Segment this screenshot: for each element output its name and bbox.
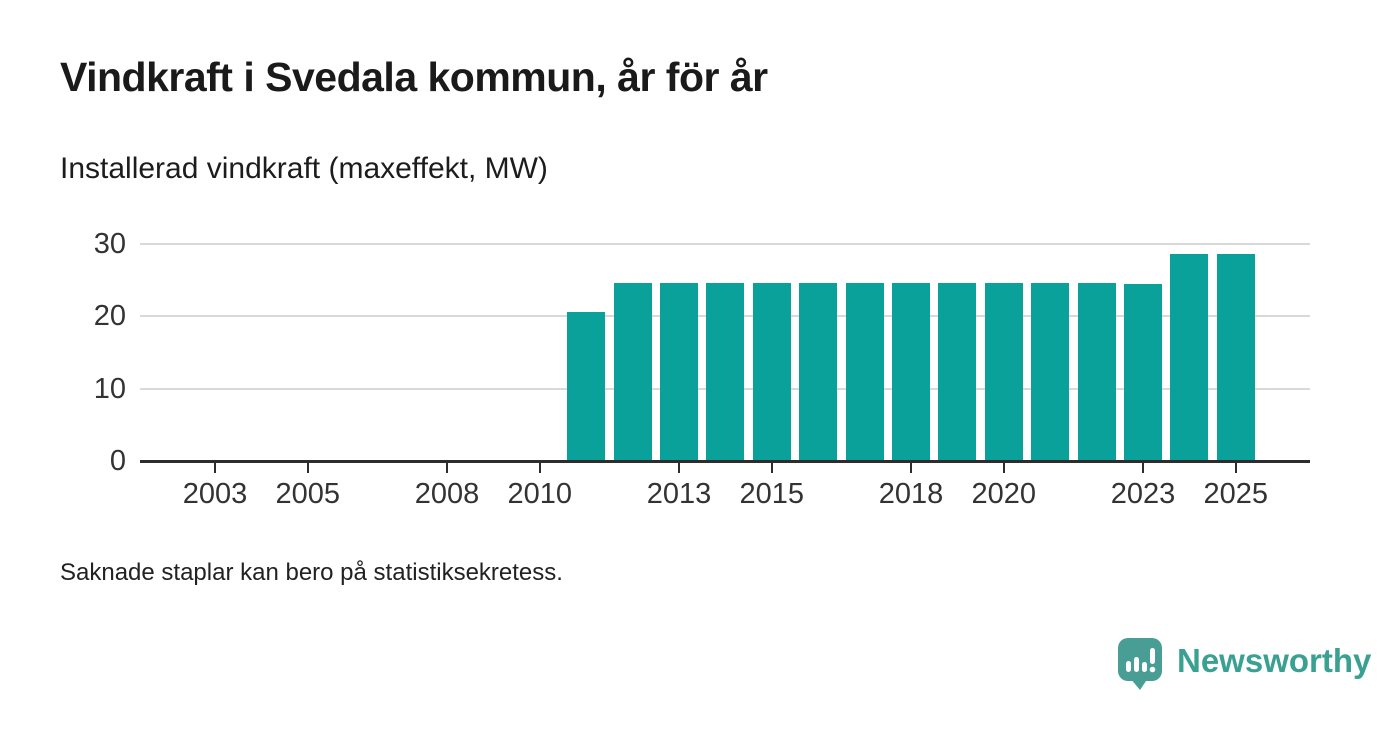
x-axis-tick-label-2008: 2008 — [414, 478, 480, 510]
bar-2016 — [799, 283, 838, 461]
bar-2018 — [892, 283, 930, 461]
bar-2025 — [1216, 254, 1255, 461]
bar-2013 — [660, 283, 698, 461]
bar-2014 — [706, 283, 745, 461]
x-axis-tick-2010 — [538, 463, 541, 473]
x-axis-tick-label-2023: 2023 — [1110, 478, 1176, 510]
newsworthy-logo: Newsworthy — [1117, 637, 1371, 690]
y-axis-label-10: 10 — [93, 372, 126, 405]
bar-2024 — [1170, 254, 1209, 461]
bar-2015 — [752, 283, 791, 461]
x-axis-tick-2023 — [1142, 463, 1144, 473]
newsworthy-logo-text: Newsworthy — [1177, 641, 1372, 679]
x-axis-tick-label-2005: 2005 — [275, 478, 341, 510]
x-axis-tick-2020 — [1002, 463, 1005, 473]
y-axis-label-0: 0 — [109, 445, 126, 477]
x-axis-tick-label-2003: 2003 — [182, 478, 248, 510]
x-axis-line — [140, 460, 1310, 463]
footnote: Saknade staplar kan bero på statistiksek… — [60, 559, 563, 586]
x-axis-tick-label-2013: 2013 — [646, 478, 712, 510]
x-axis-tick-2008 — [446, 463, 448, 473]
x-axis-tick-2018 — [910, 463, 912, 473]
x-axis-tick-label-2020: 2020 — [971, 478, 1037, 510]
x-axis-tick-2025 — [1234, 463, 1237, 473]
gridline-30 — [140, 243, 1310, 245]
bar-2012 — [613, 283, 652, 461]
bar-2023 — [1124, 283, 1162, 461]
x-axis-tick-2005 — [306, 463, 309, 473]
x-axis-tick-label-2010: 2010 — [507, 478, 573, 510]
y-axis-label-20: 20 — [93, 300, 126, 333]
chart-title: Vindkraft i Svedala kommun, år för år — [60, 54, 768, 100]
y-axis-label-30: 30 — [93, 228, 126, 260]
x-axis-tick-2015 — [770, 463, 773, 473]
x-axis-tick-label-2025: 2025 — [1203, 478, 1269, 510]
bar-2021 — [1031, 283, 1070, 461]
x-axis-tick-label-2018: 2018 — [878, 478, 944, 510]
bar-2019 — [938, 283, 977, 461]
x-axis-tick-2013 — [678, 463, 680, 473]
bar-2011 — [567, 311, 606, 461]
newsworthy-logo-icon — [1118, 638, 1162, 690]
x-axis-tick-label-2015: 2015 — [739, 478, 805, 510]
chart-subtitle: Installerad vindkraft (maxeffekt, MW) — [60, 152, 548, 185]
bar-2020 — [984, 283, 1023, 461]
x-axis-tick-2003 — [214, 463, 216, 473]
bar-2017 — [845, 283, 884, 461]
bar-2022 — [1077, 283, 1116, 461]
